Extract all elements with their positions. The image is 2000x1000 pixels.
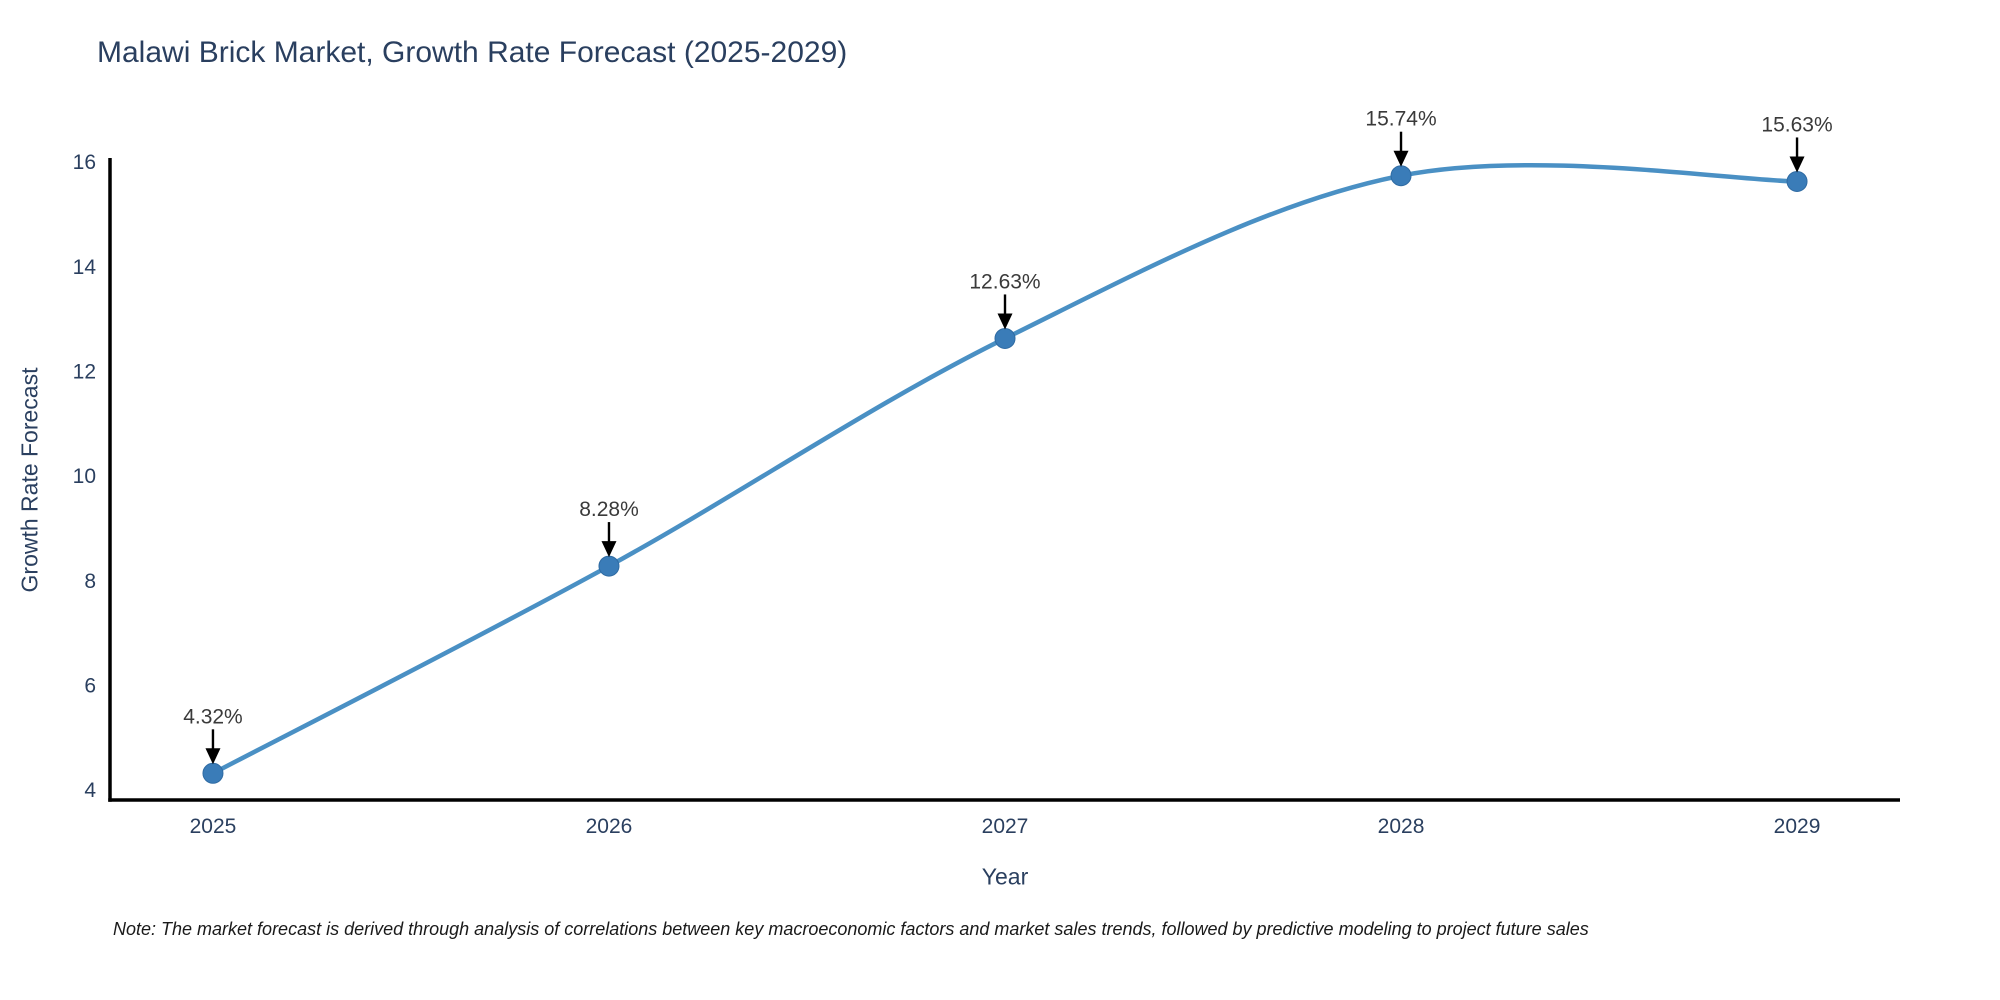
x-axis-title: Year xyxy=(981,863,1029,890)
y-tick-label: 12 xyxy=(73,361,96,384)
annotation-label: 15.74% xyxy=(1365,108,1436,131)
forecast-line xyxy=(210,162,1800,776)
data-point[interactable] xyxy=(202,762,224,784)
annotation-arrowhead xyxy=(1393,150,1409,167)
data-point[interactable] xyxy=(598,555,620,577)
annotation-label: 4.32% xyxy=(183,705,243,728)
annotation-label: 8.28% xyxy=(579,498,639,521)
annotation-arrowhead xyxy=(205,748,221,765)
x-tick-label: 2027 xyxy=(982,815,1029,838)
annotation-arrowhead xyxy=(997,313,1013,330)
annotation-arrowhead xyxy=(601,541,617,558)
y-tick-label: 6 xyxy=(84,675,96,698)
annotation-label: 15.63% xyxy=(1761,113,1832,136)
y-tick-label: 8 xyxy=(84,570,96,593)
data-point[interactable] xyxy=(994,327,1016,349)
y-axis-title: Growth Rate Forecast xyxy=(16,367,43,593)
data-point[interactable] xyxy=(1786,170,1808,192)
y-tick-label: 4 xyxy=(84,779,96,802)
y-tick-label: 16 xyxy=(73,151,96,174)
annotation-label: 12.63% xyxy=(969,270,1040,293)
x-tick-label: 2028 xyxy=(1378,815,1425,838)
y-tick-label: 10 xyxy=(73,465,96,488)
chart-title: Malawi Brick Market, Growth Rate Forecas… xyxy=(97,36,848,69)
footnote: Note: The market forecast is derived thr… xyxy=(113,919,1589,939)
annotation-arrowhead xyxy=(1789,156,1805,173)
y-tick-label: 14 xyxy=(73,256,97,279)
x-tick-label: 2026 xyxy=(586,815,633,838)
x-tick-label: 2029 xyxy=(1774,815,1821,838)
x-tick-label: 2025 xyxy=(190,815,237,838)
data-point[interactable] xyxy=(1390,165,1412,187)
